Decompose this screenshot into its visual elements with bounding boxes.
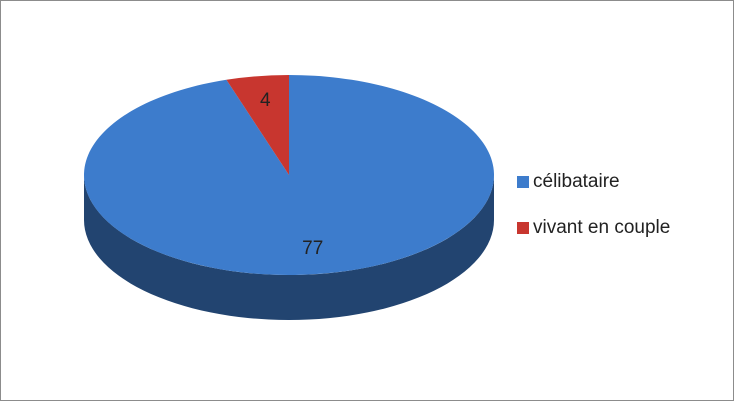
legend-label: célibataire	[533, 171, 620, 192]
data-label: 77	[302, 238, 323, 259]
slice-side	[84, 175, 494, 320]
legend-swatch	[517, 176, 529, 188]
slice	[226, 75, 289, 175]
data-label: 4	[260, 90, 271, 111]
legend-swatch	[517, 222, 529, 234]
legend-label: vivant en couple	[533, 217, 670, 238]
